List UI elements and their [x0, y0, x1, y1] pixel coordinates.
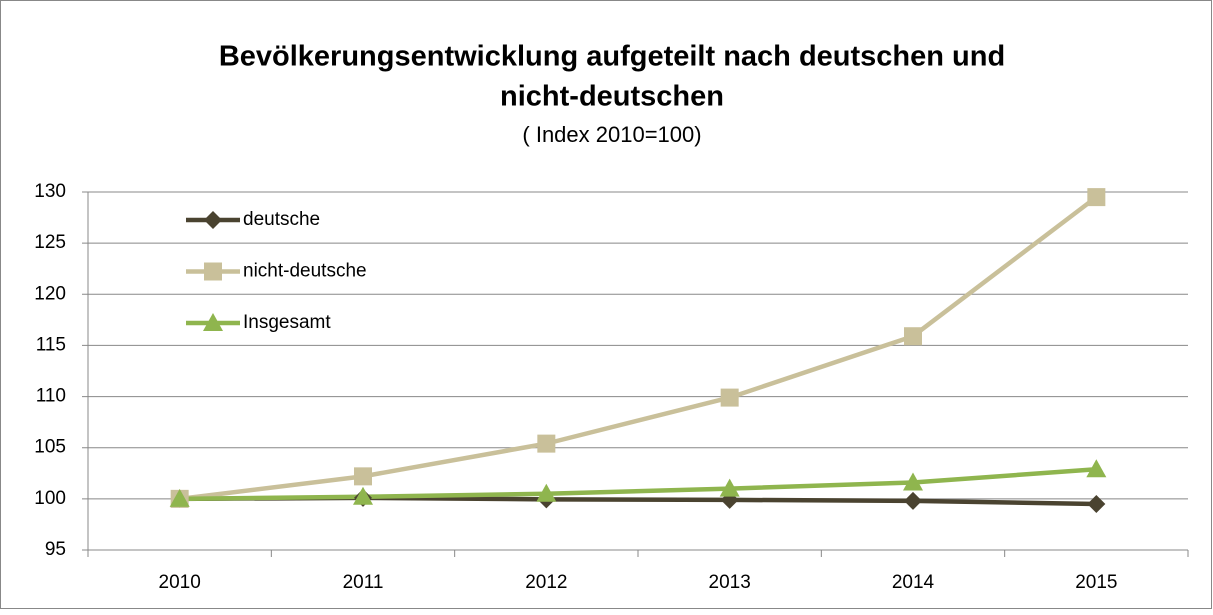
marker: [353, 486, 373, 505]
y-tick-label: 95: [45, 539, 66, 560]
marker: [536, 483, 557, 502]
marker: [203, 313, 223, 331]
series-line: [179, 195, 1098, 502]
marker: [204, 211, 222, 229]
y-tick-label: 130: [34, 181, 66, 202]
series-line: [179, 466, 1097, 502]
marker: [1087, 494, 1106, 513]
marker: [904, 327, 922, 346]
marker: [204, 262, 222, 281]
y-tick-label: 100: [34, 488, 66, 509]
marker: [904, 491, 922, 510]
y-tick-label: 125: [34, 232, 66, 253]
marker: [719, 478, 740, 497]
y-tick-label: 110: [36, 386, 66, 407]
marker: [1086, 459, 1107, 478]
marker: [720, 388, 739, 407]
marker: [169, 488, 190, 507]
y-tick-label: 115: [36, 334, 66, 355]
y-tick-label: 105: [34, 437, 66, 458]
x-tick-label: 2012: [525, 572, 567, 593]
x-tick-label: 2013: [709, 572, 751, 593]
legend-label: nicht-deutsche: [243, 261, 367, 282]
marker: [1087, 188, 1106, 207]
marker: [903, 472, 923, 491]
x-tick-label: 2014: [892, 572, 935, 593]
x-tick-label: 2010: [159, 572, 201, 593]
marker: [537, 434, 556, 453]
chart-subtitle: ( Index 2010=100): [522, 122, 701, 147]
chart-title: Bevölkerungsentwicklung aufgeteilt nach …: [219, 41, 1005, 73]
chart-title: nicht-deutschen: [500, 81, 724, 113]
legend-label: Insgesamt: [243, 312, 331, 333]
marker: [354, 467, 372, 486]
x-tick-label: 2011: [343, 572, 384, 593]
legend-label: deutsche: [243, 209, 320, 230]
x-tick-label: 2015: [1075, 572, 1117, 593]
y-tick-label: 120: [34, 283, 66, 304]
